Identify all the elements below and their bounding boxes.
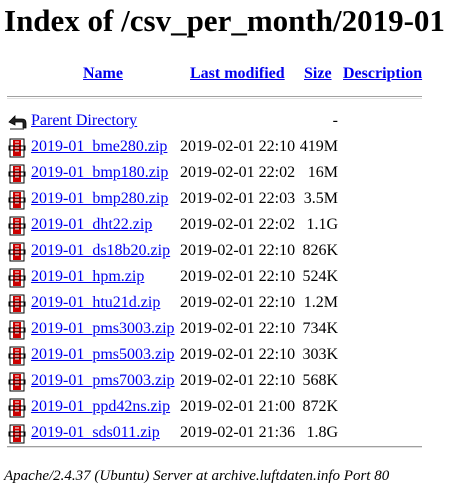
compressed-file-icon: [8, 346, 26, 366]
page-title: Index of /csv_per_month/2019-01: [4, 3, 445, 38]
file-size: 734K: [302, 320, 338, 337]
file-link[interactable]: 2019-01_pms5003.zip: [31, 346, 175, 363]
file-size: 3.5M: [303, 190, 338, 207]
file-size: 826K: [302, 242, 338, 259]
file-size: 16M: [307, 164, 338, 181]
sort-by-last-modified-link[interactable]: Last modified: [190, 65, 285, 82]
file-row: 2019-01_pms5003.zip 2019-02-01 22:10 303K: [5, 342, 425, 368]
sort-by-description-link[interactable]: Description: [343, 65, 423, 82]
file-link[interactable]: 2019-01_ds18b20.zip: [31, 242, 171, 259]
file-row: 2019-01_bmp180.zip 2019-02-01 22:02 16M: [5, 160, 425, 186]
compressed-file-icon: [8, 190, 26, 210]
file-link[interactable]: 2019-01_hpm.zip: [31, 268, 145, 285]
sort-by-name-link[interactable]: Name: [83, 65, 123, 82]
file-link[interactable]: 2019-01_sds011.zip: [31, 424, 160, 441]
file-list: Parent Directory - 2019-01_bme280.zip 201…: [5, 108, 425, 446]
last-modified: 2019-02-01 22:10: [180, 138, 296, 155]
last-modified: 2019-02-01 22:02: [180, 164, 296, 181]
file-link[interactable]: 2019-01_dht22.zip: [31, 216, 153, 233]
compressed-file-icon: [8, 216, 26, 236]
last-modified: 2019-02-01 22:10: [180, 242, 296, 259]
parent-directory-row: Parent Directory -: [5, 108, 425, 134]
file-link[interactable]: 2019-01_bme280.zip: [31, 138, 168, 155]
file-link[interactable]: 2019-01_pms3003.zip: [31, 320, 175, 337]
last-modified: 2019-02-01 22:10: [180, 294, 296, 311]
compressed-file-icon: [8, 294, 26, 314]
last-modified: 2019-02-01 22:10: [180, 372, 296, 389]
last-modified: 2019-02-01 22:10: [180, 320, 296, 337]
compressed-file-icon: [8, 242, 26, 262]
file-row: 2019-01_bme280.zip 2019-02-01 22:10 419M: [5, 134, 425, 160]
file-size: 1.2M: [303, 294, 338, 311]
last-modified: 2019-02-01 22:10: [180, 268, 296, 285]
compressed-file-icon: [8, 268, 26, 288]
server-signature: Apache/2.4.37 (Ubuntu) Server at archive…: [4, 468, 390, 484]
compressed-file-icon: [8, 138, 26, 158]
last-modified: 2019-02-01 21:00: [180, 398, 296, 415]
compressed-file-icon: [8, 398, 26, 418]
table-header: Name Last modified Size Description: [5, 60, 425, 86]
back-arrow-icon: [8, 115, 27, 130]
compressed-file-icon: [8, 320, 26, 340]
file-link[interactable]: 2019-01_ppd42ns.zip: [31, 398, 171, 415]
file-size: 303K: [302, 346, 338, 363]
file-size: 524K: [302, 268, 338, 285]
compressed-file-icon: [8, 164, 26, 184]
file-row: 2019-01_pms7003.zip 2019-02-01 22:10 568K: [5, 368, 425, 394]
header-divider: [7, 96, 422, 98]
file-row: 2019-01_pms3003.zip 2019-02-01 22:10 734K: [5, 316, 425, 342]
last-modified: 2019-02-01 22:03: [180, 190, 296, 207]
directory-listing: Name Last modified Size Description Pare…: [5, 60, 425, 447]
file-row: 2019-01_ds18b20.zip 2019-02-01 22:10 826K: [5, 238, 425, 264]
last-modified: 2019-02-01 22:10: [180, 346, 296, 363]
file-size: 1.8G: [306, 424, 338, 441]
last-modified: 2019-02-01 22:02: [180, 216, 296, 233]
file-link[interactable]: 2019-01_pms7003.zip: [31, 372, 175, 389]
compressed-file-icon: [8, 424, 26, 444]
parent-directory-link[interactable]: Parent Directory: [31, 112, 138, 129]
file-row: 2019-01_ppd42ns.zip 2019-02-01 21:00 872K: [5, 394, 425, 420]
file-row: 2019-01_sds011.zip 2019-02-01 21:36 1.8G: [5, 420, 425, 446]
file-size: 419M: [299, 138, 338, 155]
file-size: 872K: [302, 398, 338, 415]
file-row: 2019-01_dht22.zip 2019-02-01 22:02 1.1G: [5, 212, 425, 238]
file-row: 2019-01_htu21d.zip 2019-02-01 22:10 1.2M: [5, 290, 425, 316]
file-size: 1.1G: [306, 216, 338, 233]
footer-divider: [7, 446, 422, 447]
file-row: 2019-01_hpm.zip 2019-02-01 22:10 524K: [5, 264, 425, 290]
compressed-file-icon: [8, 372, 26, 392]
file-row: 2019-01_bmp280.zip 2019-02-01 22:03 3.5M: [5, 186, 425, 212]
file-size: 568K: [302, 372, 338, 389]
file-link[interactable]: 2019-01_bmp180.zip: [31, 164, 169, 181]
file-size: -: [332, 112, 338, 129]
file-link[interactable]: 2019-01_bmp280.zip: [31, 190, 169, 207]
file-link[interactable]: 2019-01_htu21d.zip: [31, 294, 161, 311]
last-modified: 2019-02-01 21:36: [180, 424, 296, 441]
sort-by-size-link[interactable]: Size: [304, 65, 332, 82]
